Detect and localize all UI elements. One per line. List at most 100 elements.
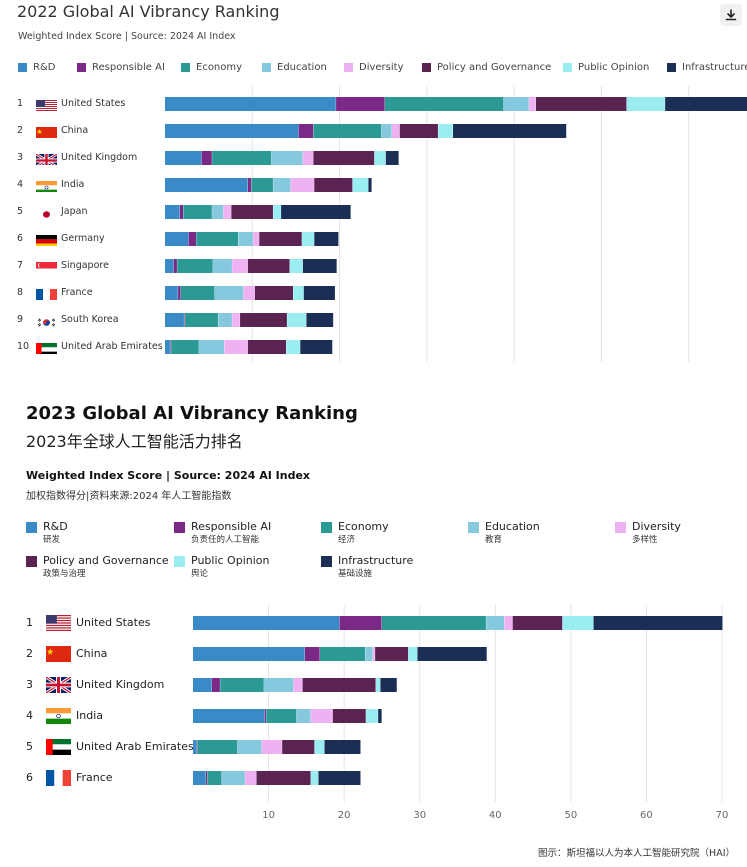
legend-label: Public Opinion [578,62,650,73]
legend-2023-responsible-ai: Responsible AI 负责任的人工智能 [174,520,271,546]
legend-2023-diversity: Diversity 多样性 [615,520,681,546]
bar-united-arab-emirates-diversity [261,740,282,754]
chart-2023-xtick-label: 70 [716,810,729,821]
chart-2022-country-label: France [61,287,93,298]
bar-germany-responsible-ai [188,232,197,246]
legend-swatch [77,63,86,72]
bar-united-arab-emirates-infrastructure [324,740,361,754]
bar-germany-economy [196,232,239,246]
bar-india-infrastructure [378,709,382,723]
legend-swatch [344,63,353,72]
bar-united-states-infrastructure [593,616,723,630]
download-button[interactable] [720,4,742,26]
legend-2022-responsible-ai: Responsible AI [77,62,165,73]
bar-united-states-education [486,616,505,630]
bar-france-responsible-ai [178,286,181,300]
chart-2023-rank: 1 [26,616,33,629]
flag-gb-icon [36,152,57,165]
bar-united-states-randd [165,97,336,111]
bar-united-kingdom-responsible-ai [201,151,212,165]
bar-france-randd [193,771,206,785]
legend-label: Policy and Governance [43,554,169,567]
bar-germany-public-opinion [302,232,314,246]
bar-china-education [365,647,373,661]
chart-2022-subtitle: Weighted Index Score | Source: 2024 AI I… [18,31,236,42]
legend-2022-diversity: Diversity [344,62,404,73]
bar-united-kingdom-randd [165,151,202,165]
bar-united-arab-emirates-randd [193,740,197,754]
legend-2023-randd: R&D 研发 [26,520,68,546]
legend-2022-policy-and-governance: Policy and Governance [422,62,551,73]
bar-united-arab-emirates-randd [165,340,170,354]
legend-swatch [174,522,185,533]
legend-label: Infrastructure [338,554,414,567]
flag-kr-icon [36,314,57,327]
bar-united-states-responsible-ai [339,616,382,630]
legend-swatch [18,63,27,72]
flag-in-icon [46,708,71,724]
bar-singapore-public-opinion [289,259,303,273]
flag-cn-icon [46,646,71,662]
chart-2023-country-label: United Kingdom [76,678,165,691]
chart-2022-country-label: India [61,179,85,190]
bar-india-public-opinion [366,709,378,723]
legend-swatch [26,522,37,533]
legend-label-cn: 多样性 [632,535,658,545]
flag-in-icon [36,179,57,192]
bar-united-arab-emirates-public-opinion [314,740,325,754]
bar-united-arab-emirates-education [199,340,225,354]
bar-france-diversity [243,286,255,300]
chart-2022-rank: 6 [17,233,24,244]
chart-2022-rank: 10 [17,341,30,352]
legend-swatch [563,63,572,72]
legend-label-cn: 舆论 [191,569,209,579]
bar-india-policy-and-governance [314,178,353,192]
chart-2022-country-label: Singapore [61,260,109,271]
flag-us-icon [36,98,57,111]
bar-japan-responsible-ai [179,205,184,219]
bar-germany-diversity [253,232,259,246]
bar-singapore-responsible-ai [173,259,177,273]
legend-swatch [321,556,332,567]
bar-united-states-education [503,97,529,111]
chart-2022-title: 2022 Global AI Vibrancy Ranking [17,2,280,21]
chart-2023-rank: 3 [26,678,33,691]
bar-united-arab-emirates-education [237,740,262,754]
bar-india-public-opinion [352,178,369,192]
bar-united-arab-emirates-economy [171,340,199,354]
chart-2023-subtitle: Weighted Index Score | Source: 2024 AI I… [26,469,311,482]
bar-france-randd [165,286,178,300]
chart-2022-plot [165,86,747,362]
bar-china-economy [319,647,365,661]
legend-label-cn: 经济 [338,535,356,545]
legend-label: Economy [338,520,389,533]
flag-cn-icon [36,125,57,138]
legend-swatch [422,63,431,72]
bar-united-arab-emirates-policy-and-governance [247,340,287,354]
chart-2022-rank: 3 [17,152,24,163]
chart-2023-xtick-label: 10 [262,810,275,821]
chart-2022-country-label: China [61,125,89,136]
bar-united-arab-emirates-responsible-ai [170,340,171,354]
legend-label: R&D [33,62,56,73]
legend-label: Responsible AI [191,520,272,533]
bar-united-arab-emirates-diversity [224,340,248,354]
bar-china-randd [193,647,305,661]
chart-2022-country-label: United Arab Emirates [61,341,163,352]
bar-south-korea-randd [165,313,184,327]
flag-us-icon [46,615,71,631]
bar-united-arab-emirates-public-opinion [286,340,300,354]
bar-france-infrastructure [303,286,335,300]
flag-jp-icon [36,206,57,219]
bar-china-economy [313,124,382,138]
bar-singapore-infrastructure [302,259,337,273]
legend-2022-education: Education [262,62,327,73]
bar-france-policy-and-governance [254,286,294,300]
bar-united-kingdom-economy [220,678,264,692]
legend-2023-public-opinion: Public Opinion 舆论 [174,554,269,580]
bar-united-states-public-opinion [562,616,594,630]
bar-south-korea-diversity [232,313,240,327]
legend-2022-randd: R&D [18,62,55,73]
legend-2022-infrastructure: Infrastructure [667,62,747,73]
chart-2023-xtick-label: 50 [564,810,577,821]
